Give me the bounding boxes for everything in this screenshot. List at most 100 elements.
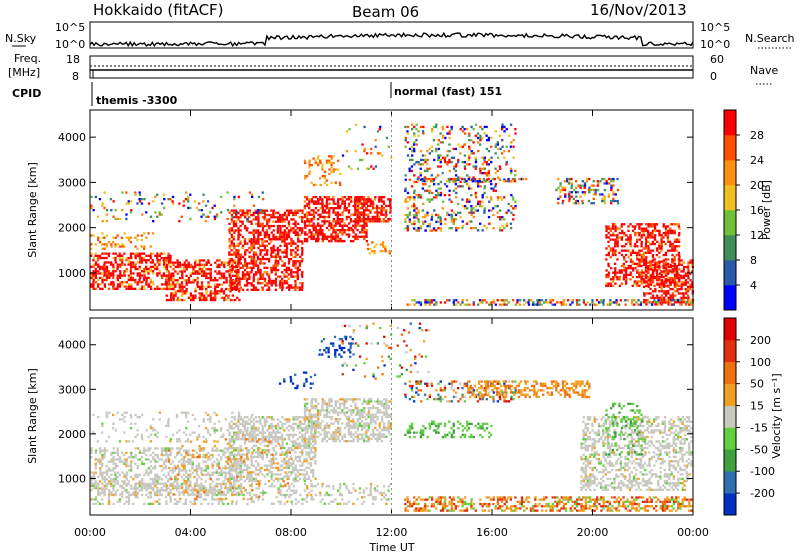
data-cell	[652, 290, 655, 293]
data-cell	[680, 301, 683, 304]
data-cell	[675, 284, 678, 287]
data-cell	[175, 489, 179, 492]
data-cell	[267, 275, 271, 278]
data-cell	[230, 235, 234, 239]
data-cell	[290, 218, 293, 221]
data-cell	[266, 233, 269, 236]
data-cell	[237, 431, 240, 434]
data-cell	[389, 200, 392, 203]
data-cell	[276, 253, 280, 256]
data-cell	[158, 475, 161, 479]
y-tick-label: 1000	[58, 267, 86, 280]
data-cell	[514, 169, 517, 173]
data-cell	[505, 303, 508, 306]
data-cell	[415, 128, 418, 131]
data-cell	[130, 283, 133, 286]
data-cell	[660, 287, 663, 291]
data-cell	[129, 263, 132, 266]
data-cell	[246, 277, 249, 280]
data-cell	[658, 247, 661, 250]
data-cell	[646, 229, 650, 232]
data-cell	[655, 271, 658, 274]
data-cell	[198, 486, 201, 490]
data-cell	[478, 299, 482, 302]
data-cell	[354, 207, 357, 210]
data-cell	[299, 255, 302, 258]
data-cell	[374, 139, 377, 142]
data-cell	[466, 174, 469, 177]
data-cell	[154, 480, 157, 483]
data-cell	[633, 227, 636, 230]
data-cell	[412, 147, 416, 151]
data-cell	[156, 491, 159, 494]
data-cell	[173, 480, 177, 483]
data-cell	[255, 273, 258, 276]
data-cell	[304, 224, 307, 227]
data-cell	[184, 198, 188, 201]
data-cell	[138, 416, 141, 419]
data-cell	[665, 261, 668, 264]
data-cell	[294, 266, 297, 269]
data-cell	[347, 196, 350, 199]
data-cell	[274, 282, 277, 285]
data-cell	[494, 205, 497, 208]
data-cell	[651, 279, 655, 282]
data-cell	[428, 225, 431, 228]
data-cell	[147, 435, 150, 439]
data-cell	[317, 222, 320, 225]
data-cell	[136, 247, 139, 250]
nave-label: Nave	[750, 64, 778, 77]
data-cell	[645, 301, 648, 304]
data-cell	[325, 202, 328, 205]
data-cell	[222, 453, 225, 457]
data-cell	[468, 220, 471, 223]
data-cell	[143, 473, 146, 476]
data-cell	[94, 486, 98, 490]
data-cell	[197, 464, 201, 468]
data-cell	[662, 275, 665, 279]
data-cell	[272, 264, 275, 267]
data-cell	[125, 491, 128, 494]
data-cell	[334, 237, 337, 241]
data-cell	[337, 207, 340, 210]
data-cell	[94, 252, 97, 255]
data-cell	[404, 220, 407, 223]
data-cell	[352, 213, 355, 216]
data-cell	[279, 255, 282, 258]
data-cell	[116, 449, 119, 452]
data-cell	[619, 299, 622, 302]
data-cell	[448, 158, 451, 162]
data-cell	[233, 246, 236, 250]
data-cell	[678, 279, 681, 282]
data-cell	[319, 233, 322, 236]
data-cell	[474, 161, 478, 164]
data-cell	[274, 273, 277, 276]
data-cell	[609, 247, 613, 250]
data-cell	[367, 167, 371, 170]
data-cell	[281, 231, 284, 234]
data-cell	[376, 211, 379, 214]
data-cell	[151, 281, 154, 284]
data-cell	[498, 227, 502, 230]
data-cell	[514, 174, 517, 177]
data-cell	[216, 290, 219, 293]
data-cell	[666, 262, 670, 265]
data-cell	[127, 238, 131, 242]
data-cell	[241, 266, 244, 269]
data-cell	[246, 438, 249, 441]
data-cell	[472, 301, 475, 304]
data-cell	[321, 200, 324, 203]
data-cell	[468, 145, 471, 148]
data-cell	[446, 154, 449, 157]
data-cell	[187, 478, 190, 481]
data-cell	[243, 424, 247, 428]
data-cell	[317, 164, 320, 167]
data-cell	[283, 264, 286, 267]
data-cell	[121, 480, 124, 483]
data-cell	[255, 211, 258, 214]
data-cell	[132, 252, 135, 255]
data-cell	[373, 211, 377, 214]
data-cell	[250, 222, 253, 225]
data-cell	[118, 456, 122, 459]
data-cell	[615, 299, 618, 302]
